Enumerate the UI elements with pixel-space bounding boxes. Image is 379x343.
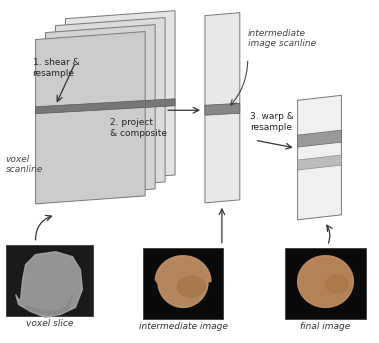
Polygon shape — [16, 252, 82, 317]
Polygon shape — [205, 13, 240, 203]
Polygon shape — [36, 32, 145, 204]
FancyBboxPatch shape — [285, 248, 366, 319]
Polygon shape — [26, 295, 72, 315]
Polygon shape — [155, 256, 211, 307]
Text: 3. warp &
resample: 3. warp & resample — [250, 112, 294, 132]
Text: 1. shear &
resample: 1. shear & resample — [33, 58, 79, 78]
Text: intermediate image: intermediate image — [139, 322, 227, 331]
Polygon shape — [55, 17, 165, 190]
Text: voxel slice: voxel slice — [26, 319, 73, 328]
Polygon shape — [36, 99, 175, 114]
Text: voxel
scanline: voxel scanline — [6, 155, 43, 175]
Polygon shape — [298, 256, 353, 307]
Polygon shape — [326, 275, 348, 293]
Polygon shape — [298, 130, 341, 147]
Polygon shape — [66, 11, 175, 183]
Polygon shape — [177, 276, 205, 297]
FancyBboxPatch shape — [143, 248, 223, 319]
Polygon shape — [45, 25, 155, 197]
Polygon shape — [298, 155, 341, 170]
Text: final image: final image — [301, 322, 351, 331]
Text: intermediate
image scanline: intermediate image scanline — [248, 28, 316, 48]
Polygon shape — [205, 103, 240, 115]
Text: 2. project
& composite: 2. project & composite — [110, 118, 167, 138]
FancyBboxPatch shape — [6, 245, 93, 316]
Polygon shape — [298, 95, 341, 220]
